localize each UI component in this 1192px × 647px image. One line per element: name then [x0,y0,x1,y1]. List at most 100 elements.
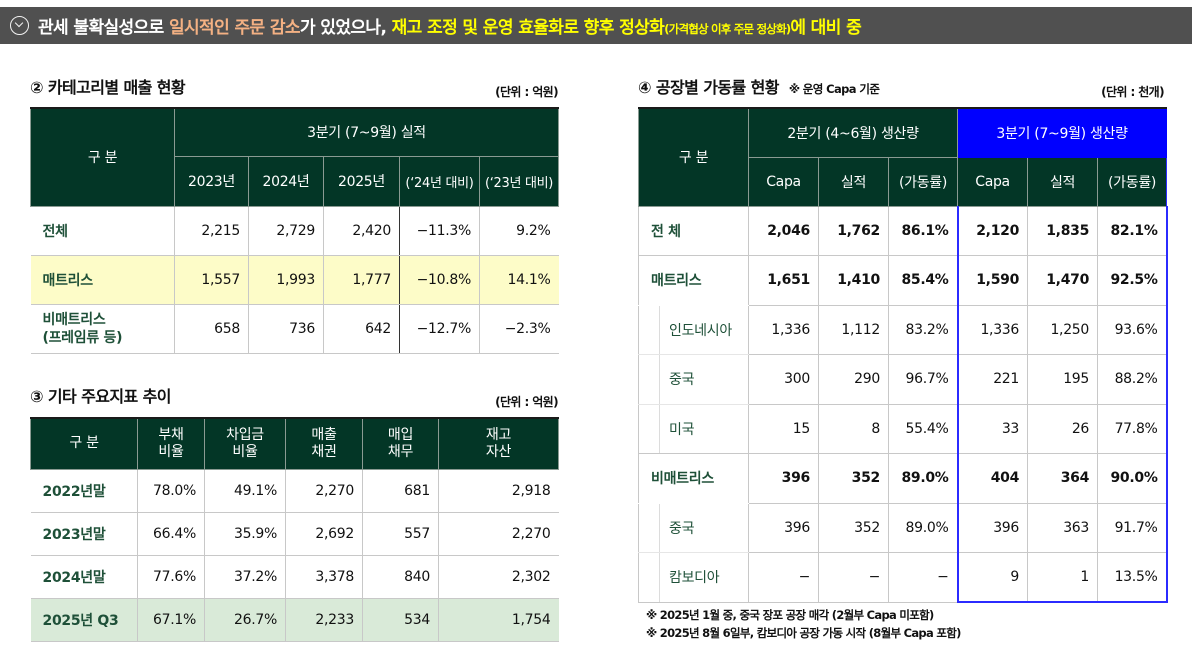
cell-value: 49.1% [204,469,286,513]
summary-banner: 관세 불확실성으로 일시적인 주문 감소가 있었으나, 재고 조정 및 운영 효… [0,7,1192,44]
header-2024: 2024년 [248,155,324,207]
cell-value: 1,762 [818,206,889,256]
cell-value: 195 [1027,354,1098,405]
factory-title-note: ※ 운영 Capa 기준 [788,82,880,96]
sales-by-category-table: 구 분 3분기 (7~9월) 실적 2023년 2024년 2025년 (‘24… [30,107,560,354]
header-category: 구 분 [30,417,138,470]
cell-value: 404 [956,453,1028,504]
cell-value: 67.1% [137,598,205,642]
header-q3-results: 3분기 (7~9월) 실적 [173,107,560,157]
table-row: 비매트리스 396 352 89.0% 404 364 90.0% [638,453,1168,504]
cell-value: 77.8% [1097,404,1168,454]
table-row: 비매트리스 (프레임류 등) 658 736 642 −12.7% −2.3% [30,304,559,354]
factory-unit: (단위 : 천개) [1101,85,1164,99]
header-q3-utilization: (가동률) [1097,156,1168,207]
banner-text-part1: 관세 불확실성으로 [38,18,169,38]
cell-value: 534 [362,598,439,642]
cell-value: 2,729 [248,206,324,256]
table-row: 2025년 Q3 67.1% 26.7% 2,233 534 1,754 [30,598,559,642]
cell-value: 92.5% [1097,255,1168,306]
banner-highlight-end: 에 대비 중 [790,18,862,38]
row-label-line1: 비매트리스 [42,311,106,328]
table-row: 전체 2,215 2,729 2,420 −11.3% 9.2% [30,206,559,256]
header-line1: 매출 [311,426,337,443]
header-vs-2023: (‘23년 대비) [478,155,560,207]
cell-value: 1,993 [248,255,324,305]
cell-value: 83.2% [887,305,958,355]
header-line1: 차입금 [226,426,264,443]
row-label: 전 체 [638,206,749,256]
table-row: 2022년말 78.0% 49.1% 2,270 681 2,918 [30,469,559,513]
circle-chevron-down-icon [10,16,29,35]
cell-value: 1,250 [1027,305,1098,355]
cell-value: 557 [362,512,439,556]
cell-value: 96.7% [887,354,958,405]
header-line1: 부채 [158,426,184,443]
row-label-line2: (프레임류 등) [42,329,123,346]
table-row: 2023년말 66.4% 35.9% 2,692 557 2,270 [30,512,559,556]
banner-text-part3: 가 있었으나, [299,18,392,38]
row-label: 캄보디아 [638,552,749,603]
cell-value: −12.7% [399,304,480,354]
cell-value: 77.6% [137,555,205,599]
sales-section-title: ② 카테고리별 매출 현황 [30,78,186,97]
row-label: 매트리스 [638,255,749,306]
cell-value: 363 [1027,503,1098,553]
cell-value: 15 [748,404,819,454]
header-line2: 채권 [311,443,337,460]
header-payables: 매입 채무 [362,417,439,470]
table-row: 중국 396 352 89.0% 396 363 91.7% [638,503,1168,553]
header-2023: 2023년 [174,155,249,207]
table-row: 매트리스 1,651 1,410 85.4% 1,590 1,470 92.5% [638,255,1168,306]
header-q2-production: 2분기 (4~6월) 생산량 [747,107,959,158]
cell-value: 2,120 [956,206,1028,256]
cell-value: 85.4% [887,255,958,306]
indicators-unit: (단위 : 억원) [495,395,558,409]
cell-value: 2,692 [285,512,363,556]
cell-value: 9 [956,552,1028,603]
header-debt-ratio: 부채 비율 [137,417,205,470]
header-line2: 채무 [387,443,414,460]
header-line1: 매입 [387,426,414,443]
cell-value: 78.0% [137,469,205,513]
header-category: 구 분 [638,107,749,207]
cell-value: 352 [818,503,889,553]
cell-value: 88.2% [1097,354,1168,405]
cell-value: 33 [956,404,1028,454]
header-line2: 자산 [485,443,512,460]
factory-section-title: ④ 공장별 가동률 현황 ※ 운영 Capa 기준 [638,74,880,98]
cell-value: 396 [956,503,1028,553]
cell-value: 35.9% [204,512,286,556]
cell-value: 9.2% [478,206,559,256]
cell-value: 2,046 [748,206,819,256]
header-line2: 비율 [232,443,258,460]
header-receivables: 매출 채권 [285,417,363,470]
cell-value: 3,378 [285,555,363,599]
cell-value: 13.5% [1097,552,1168,603]
cell-value: 1,336 [956,305,1028,355]
factory-utilization-table: 구 분 2분기 (4~6월) 생산량 3분기 (7~9월) 생산량 Capa 실… [638,107,1168,603]
cell-value: 82.1% [1097,206,1168,256]
header-q2-actual: 실적 [818,156,889,207]
cell-value: −2.3% [478,304,559,354]
cell-value: 1,410 [818,255,889,306]
factory-title-text: ④ 공장별 가동률 현황 [638,78,779,97]
header-q3-production: 3분기 (7~9월) 생산량 [957,107,1168,158]
cell-value: 55.4% [887,404,958,454]
cell-value: 89.0% [887,453,958,504]
header-borrowing-ratio: 차입금 비율 [204,417,286,470]
cell-value: 93.6% [1097,305,1168,355]
table-row: 매트리스 1,557 1,993 1,777 −10.8% 14.1% [30,255,559,305]
cell-value: 1,777 [323,255,400,305]
cell-value: 1,590 [956,255,1028,306]
cell-value: 1,470 [1027,255,1098,306]
cell-value: 2,233 [285,598,363,642]
header-q2-utilization: (가동률) [887,156,959,207]
cell-value: 26 [1027,404,1098,454]
banner-highlight-order-decrease: 일시적인 주문 감소 [168,18,301,38]
header-vs-2024: (‘24년 대비) [399,155,480,207]
cell-value: − [887,552,958,603]
cell-value: 2,270 [285,469,363,513]
table-row: 캄보디아 − − −9 1 13.5% [638,552,1168,603]
cell-value: −10.8% [399,255,480,305]
